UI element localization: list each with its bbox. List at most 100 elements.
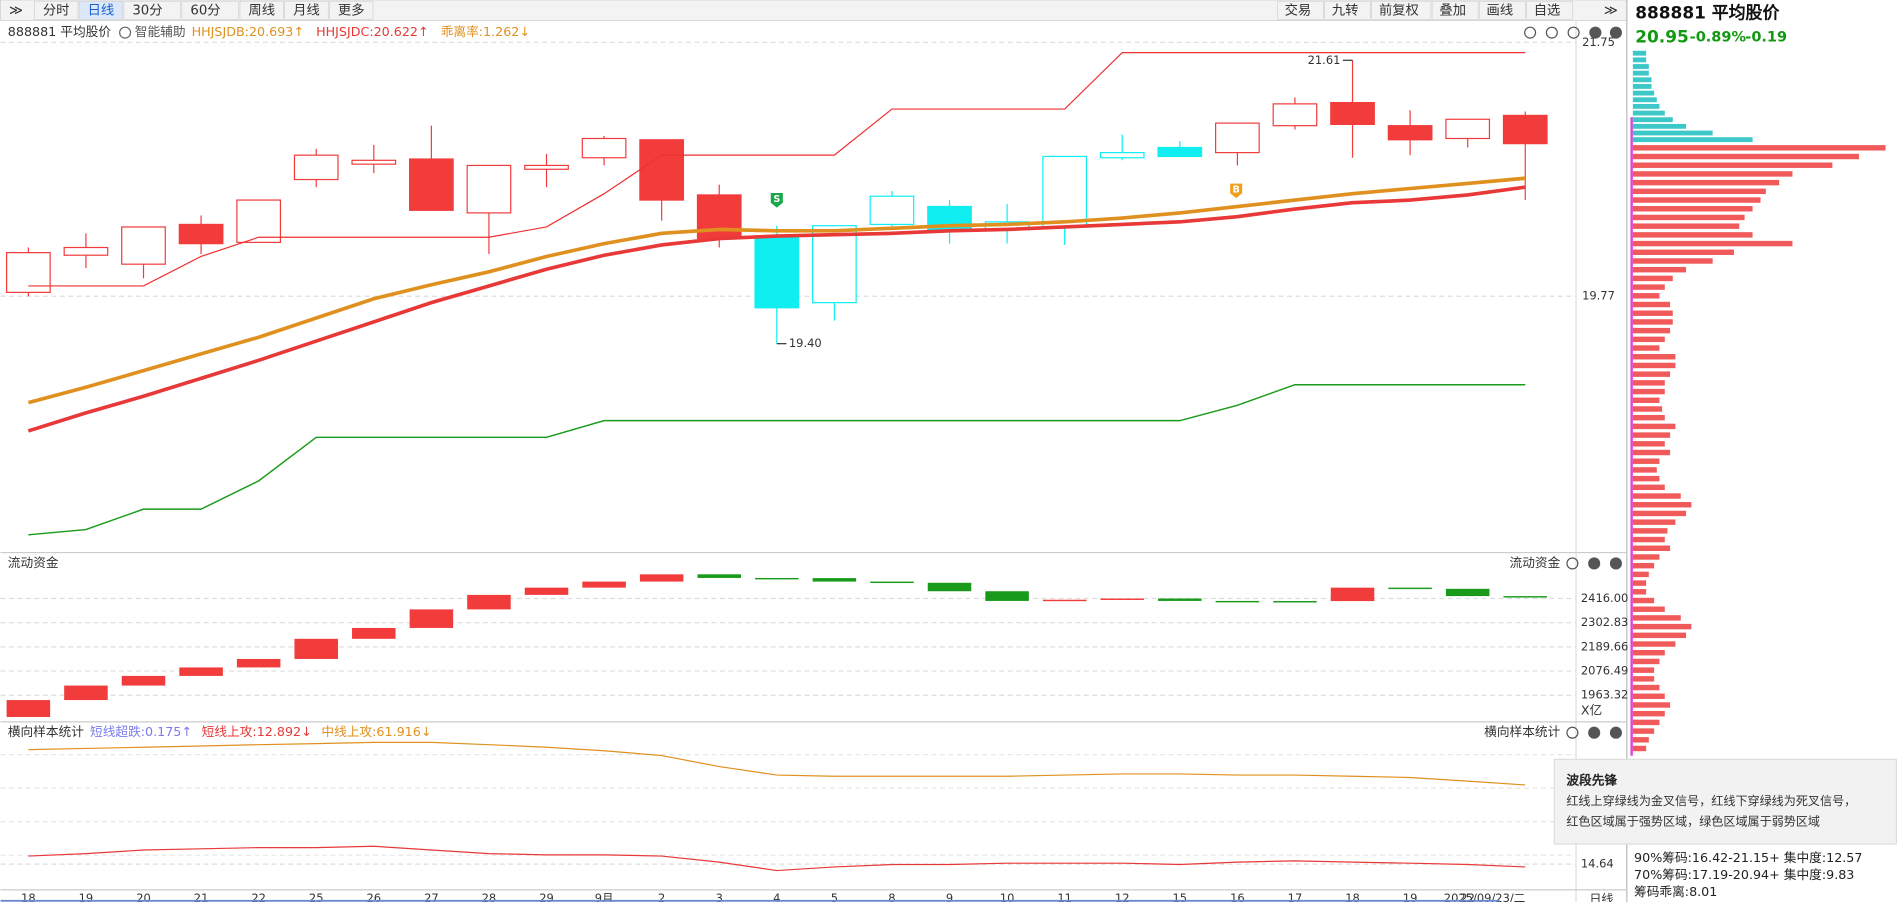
x-tick-label: 16: [1230, 891, 1245, 902]
flow-bar: [1042, 599, 1087, 602]
chip-bar: [1632, 745, 1647, 752]
y-tick-label: 2302.83: [1581, 615, 1628, 629]
tool-button[interactable]: [1526, 0, 1573, 20]
tab-button[interactable]: [123, 0, 182, 20]
y-tick-label: 21.75: [1582, 35, 1615, 49]
tool-button[interactable]: [1324, 0, 1371, 20]
tab-button[interactable]: [284, 0, 329, 20]
chip-bar: [1632, 597, 1655, 604]
tab-label[interactable]: 60分: [190, 2, 220, 18]
x-tick-label: 18: [1345, 891, 1360, 902]
x-tick-label: 28: [482, 891, 497, 902]
chip-bar: [1632, 589, 1647, 595]
tool-label[interactable]: 前复权: [1379, 1, 1419, 18]
chip-bar: [1632, 702, 1671, 708]
candle-body: [1157, 146, 1203, 158]
flow-bar: [582, 581, 626, 588]
chip-bar: [1632, 684, 1660, 691]
candle-body: [351, 159, 397, 165]
zoom-out[interactable]: [1545, 26, 1558, 39]
x-tick-label: 9: [946, 891, 953, 902]
tool-button[interactable]: [1371, 0, 1432, 20]
candle-body: [121, 226, 166, 265]
settings[interactable]: [1567, 26, 1580, 39]
tab-button[interactable]: [239, 0, 284, 20]
tool-label[interactable]: 叠加: [1439, 2, 1466, 18]
close[interactable]: [1609, 726, 1622, 739]
tab-label[interactable]: 30分: [132, 2, 162, 18]
x-tick-label: 26: [367, 891, 382, 902]
x-tick-label: 20: [136, 891, 151, 902]
chip-bar: [1632, 414, 1665, 421]
assist-label[interactable]: 智能辅助: [135, 24, 186, 39]
flow-bar: [352, 627, 396, 639]
flow-bar: [1215, 600, 1260, 603]
panel-icons: [1524, 26, 1622, 739]
settings[interactable]: [1566, 726, 1579, 739]
chip-bar: [1632, 197, 1761, 203]
chip-bar: [1632, 153, 1859, 160]
quote-price: 20.95: [1635, 26, 1688, 46]
flow-bar: [467, 594, 511, 610]
tab-label[interactable]: 分时: [43, 2, 70, 18]
tab-label[interactable]: 日线: [88, 2, 115, 18]
help[interactable]: [1589, 26, 1602, 39]
stat-title: 横向样本统计: [8, 724, 84, 739]
tool-button[interactable]: [1431, 0, 1479, 20]
settings[interactable]: [1566, 557, 1579, 570]
chip-bar: [1632, 293, 1660, 299]
tooltip-title: 波段先锋: [1566, 773, 1617, 788]
tool-label[interactable]: 九转: [1332, 2, 1359, 18]
tab-label[interactable]: 月线: [293, 2, 320, 18]
candle-body: [293, 154, 339, 181]
chip-bar: [1632, 77, 1652, 83]
tooltip-box: [1553, 758, 1897, 845]
tool-button[interactable]: [1478, 0, 1526, 20]
candle-body: [869, 195, 915, 226]
legend-entry: 中线上攻:61.916↓: [321, 724, 431, 739]
tab-button[interactable]: [34, 0, 79, 20]
flow-bar: [639, 574, 684, 582]
assist-toggle[interactable]: [119, 26, 132, 39]
close[interactable]: [1609, 557, 1622, 570]
chip-bar: [1632, 667, 1655, 673]
tab-button[interactable]: [329, 0, 374, 20]
signal-label: B: [1232, 185, 1239, 196]
tool-label[interactable]: 交易: [1285, 1, 1312, 18]
chip-bar: [1632, 658, 1660, 665]
tab-label[interactable]: 周线: [248, 2, 275, 18]
tool-button[interactable]: [1277, 0, 1324, 20]
tool-label[interactable]: 自选: [1534, 2, 1561, 18]
chip-bar: [1632, 719, 1660, 726]
x-tick-label: 10: [1000, 891, 1015, 902]
close[interactable]: [1609, 26, 1622, 39]
chip-bar: [1632, 301, 1671, 308]
zoom-in[interactable]: [1524, 26, 1537, 39]
flow-bar: [870, 581, 914, 584]
tab-label[interactable]: 更多: [338, 1, 365, 18]
flow-bar: [1273, 601, 1317, 603]
flow-bar: [1445, 588, 1490, 597]
chip-bar: [1632, 97, 1657, 103]
expand-button[interactable]: ≫: [1604, 3, 1618, 18]
chip-bar: [1632, 50, 1647, 56]
candle-body: [1042, 155, 1088, 228]
chip-bar: [1632, 258, 1713, 264]
help[interactable]: [1588, 726, 1601, 739]
collapse-button[interactable]: ≫: [9, 3, 23, 18]
tab-button[interactable]: [181, 0, 240, 20]
tool-label[interactable]: 画线: [1487, 2, 1514, 18]
x-tick-label: 2: [658, 891, 665, 902]
chip-bar: [1632, 676, 1655, 682]
flow-title-right: 流动资金: [1510, 555, 1561, 570]
help[interactable]: [1588, 557, 1601, 570]
tab-button[interactable]: [78, 0, 123, 20]
flow-bar: [409, 609, 454, 628]
chip-stat: 70%筹码:17.19-20.94+ 集中度:9.83: [1634, 867, 1854, 882]
y-tick-label: 2416.00: [1581, 591, 1628, 605]
candle-body: [236, 199, 282, 243]
candle-body: [812, 225, 857, 304]
chip-bar: [1632, 388, 1665, 395]
y-tick-label: 2189.66: [1581, 639, 1628, 653]
